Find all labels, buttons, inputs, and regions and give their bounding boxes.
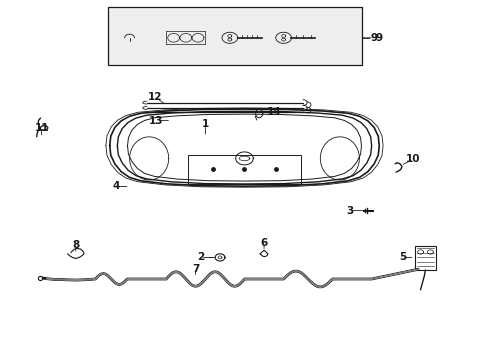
Bar bbox=[188, 155, 300, 184]
Text: 9: 9 bbox=[370, 33, 377, 43]
Text: 8: 8 bbox=[72, 240, 79, 250]
Text: 4: 4 bbox=[112, 181, 120, 192]
Text: 9: 9 bbox=[375, 33, 382, 43]
Text: 2: 2 bbox=[197, 252, 203, 262]
Text: 5: 5 bbox=[398, 252, 405, 262]
Text: 6: 6 bbox=[260, 238, 267, 248]
Text: 14: 14 bbox=[266, 107, 281, 117]
Text: 3: 3 bbox=[346, 206, 353, 216]
Bar bbox=[414, 246, 435, 270]
Text: 7: 7 bbox=[191, 264, 199, 274]
Text: 12: 12 bbox=[148, 92, 163, 102]
Text: 11: 11 bbox=[34, 123, 49, 133]
Bar bbox=[107, 7, 361, 65]
Text: 13: 13 bbox=[149, 116, 163, 126]
Text: 1: 1 bbox=[202, 119, 208, 129]
Text: 10: 10 bbox=[405, 154, 420, 164]
